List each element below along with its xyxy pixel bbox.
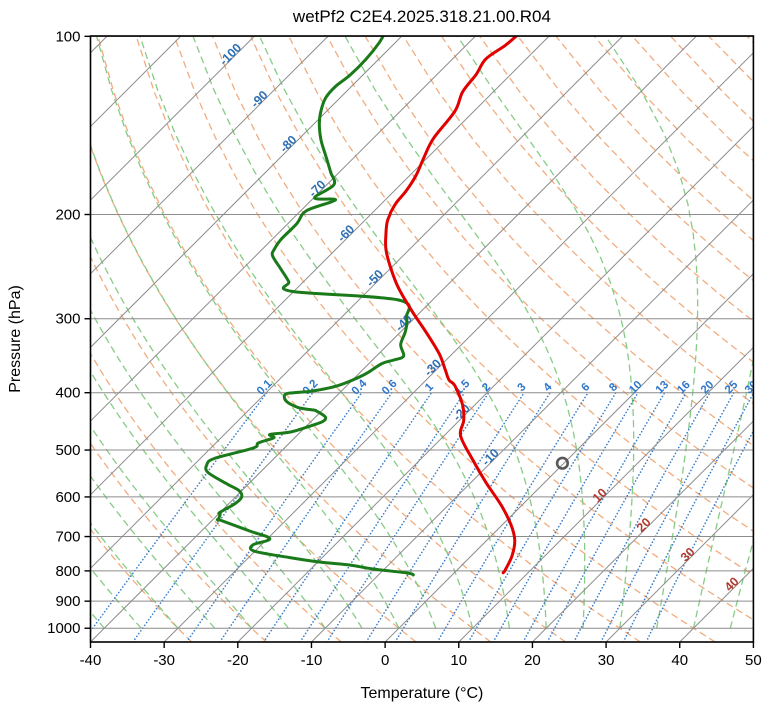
svg-text:20: 20 [524,652,541,669]
svg-text:400: 400 [55,385,80,402]
svg-text:40: 40 [671,652,688,669]
svg-text:0: 0 [381,652,389,669]
svg-text:-30: -30 [153,652,175,669]
svg-text:100: 100 [55,28,80,45]
svg-text:700: 700 [55,529,80,546]
svg-text:1000: 1000 [47,620,80,637]
svg-text:Pressure (hPa): Pressure (hPa) [7,285,24,393]
svg-text:30: 30 [598,652,615,669]
svg-text:10: 10 [450,652,467,669]
svg-text:wetPf2 C2E4.2025.318.21.00.R04: wetPf2 C2E4.2025.318.21.00.R04 [292,7,551,26]
svg-text:Temperature (°C): Temperature (°C) [361,685,484,702]
svg-text:-10: -10 [301,652,323,669]
svg-text:800: 800 [55,563,80,580]
svg-text:-20: -20 [227,652,249,669]
svg-text:900: 900 [55,593,80,610]
svg-text:200: 200 [55,207,80,224]
svg-text:50: 50 [745,652,762,669]
svg-text:500: 500 [55,442,80,459]
svg-text:-40: -40 [80,652,102,669]
svg-text:600: 600 [55,489,80,506]
svg-text:300: 300 [55,311,80,328]
